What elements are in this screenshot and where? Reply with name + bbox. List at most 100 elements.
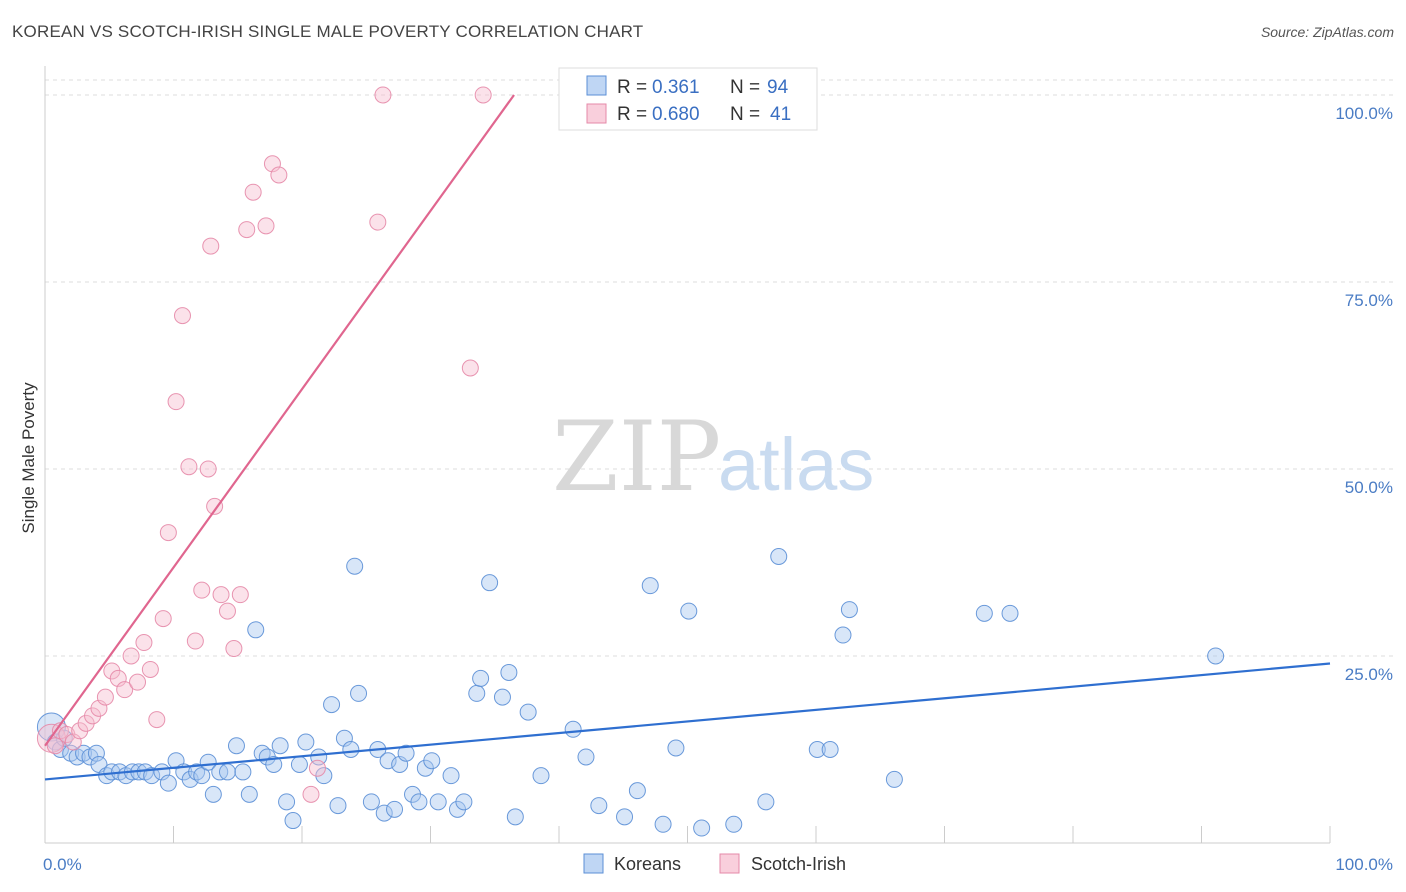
korean-point-78 <box>654 815 672 833</box>
korean-point-47 <box>346 557 364 575</box>
scotch-irish-point-18 <box>154 610 172 628</box>
korean-point-64 <box>468 684 486 702</box>
bottom-legend-swatch-scotch-irish <box>719 853 740 874</box>
x-tick-label-0: 0.0% <box>43 855 82 874</box>
korean-point-17 <box>143 767 161 785</box>
scotch-irish-point-26 <box>202 237 220 255</box>
scotch-irish-point-40 <box>374 86 392 104</box>
korean-point-75 <box>616 808 634 826</box>
scotch-irish-point-36 <box>270 166 288 184</box>
y-tick-labels: 25.0% 50.0% 75.0% 100.0% <box>1335 104 1393 684</box>
legend-r-label-2: R = <box>617 104 647 125</box>
scotch-irish-point-25 <box>199 460 217 478</box>
korean-point-91 <box>1001 604 1019 622</box>
korean-point-59 <box>423 752 441 770</box>
korean-point-32 <box>247 621 265 639</box>
scotch-irish-point-42 <box>474 86 492 104</box>
korean-point-49 <box>362 793 380 811</box>
series-koreans-points <box>36 548 1225 837</box>
scotch-irish-point-9 <box>96 688 114 706</box>
scotch-irish-point-23 <box>186 632 204 650</box>
korean-point-88 <box>840 601 858 619</box>
legend-r-value-1: 0.361 <box>652 77 700 98</box>
korean-point-71 <box>532 767 550 785</box>
y-tick-label-1: 50.0% <box>1345 478 1393 497</box>
korean-point-63 <box>455 793 473 811</box>
legend-box: R = 0.361 N = 94 R = 0.680 N = 41 <box>558 67 818 131</box>
scotch-irish-point-22 <box>180 458 198 476</box>
korean-point-65 <box>472 669 490 687</box>
bottom-legend-label-scotch-irish: Scotch-Irish <box>751 854 846 874</box>
korean-point-19 <box>159 774 177 792</box>
korean-point-26 <box>204 785 222 803</box>
trend-line-scotch-irish <box>44 94 515 747</box>
watermark-zip: ZIP <box>552 401 721 513</box>
legend-n-label-2: N = <box>730 104 760 125</box>
korean-point-87 <box>834 626 852 644</box>
korean-point-29 <box>227 737 245 755</box>
korean-point-8 <box>87 744 105 762</box>
trend-lines <box>44 94 1331 781</box>
korean-point-60 <box>429 793 447 811</box>
korean-point-84 <box>770 548 788 566</box>
korean-point-81 <box>693 819 711 837</box>
korean-point-48 <box>350 684 368 702</box>
scotch-irish-point-34 <box>257 217 275 235</box>
legend-swatch-koreans <box>586 75 607 96</box>
scotch-irish-point-14 <box>129 673 147 691</box>
korean-point-55 <box>397 744 415 762</box>
gridlines <box>45 79 1393 657</box>
korean-point-66 <box>481 574 499 592</box>
scotch-irish-point-30 <box>225 640 243 658</box>
scotch-irish-point-38 <box>308 759 326 777</box>
axes <box>44 66 1331 844</box>
korean-point-51 <box>375 804 393 822</box>
legend-r-value-2: 0.680 <box>652 104 700 125</box>
korean-point-67 <box>493 688 511 706</box>
scotch-irish-point-37 <box>302 785 320 803</box>
korean-point-79 <box>667 739 685 757</box>
korean-point-77 <box>641 577 659 595</box>
scotch-irish-point-1 <box>46 737 64 755</box>
bottom-legend-swatch-koreans <box>583 853 604 874</box>
korean-point-83 <box>757 793 775 811</box>
scotch-irish-point-12 <box>116 681 134 699</box>
scotch-irish-point-39 <box>369 213 387 231</box>
korean-point-82 <box>725 815 743 833</box>
korean-point-90 <box>975 604 993 622</box>
korean-point-40 <box>297 733 315 751</box>
korean-point-35 <box>265 755 283 773</box>
korean-point-46 <box>342 740 360 758</box>
legend-swatch-scotch-irish <box>586 103 607 124</box>
x-tick-label-1: 100.0% <box>1335 855 1393 874</box>
legend-n-value-2: 41 <box>770 104 791 125</box>
scotch-irish-point-15 <box>135 634 153 652</box>
korean-point-80 <box>680 602 698 620</box>
chart-title: KOREAN VS SCOTCH-IRISH SINGLE MALE POVER… <box>12 22 644 41</box>
y-tick-label-2: 75.0% <box>1345 291 1393 310</box>
korean-point-89 <box>885 770 903 788</box>
scotch-irish-point-19 <box>159 524 177 542</box>
korean-point-92 <box>1207 647 1225 665</box>
bottom-legend: Koreans Scotch-Irish <box>583 853 846 874</box>
legend-n-value-1: 94 <box>767 77 789 98</box>
scotch-irish-point-17 <box>148 711 166 729</box>
korean-point-68 <box>500 663 518 681</box>
trend-line-koreans <box>44 662 1331 781</box>
x-tick-labels: 0.0% 100.0% <box>43 855 1393 874</box>
y-axis-label: Single Male Poverty <box>19 382 38 534</box>
korean-point-76 <box>628 782 646 800</box>
scotch-irish-point-28 <box>212 586 230 604</box>
korean-point-39 <box>290 755 308 773</box>
korean-point-31 <box>240 785 258 803</box>
y-tick-label-0: 25.0% <box>1345 665 1393 684</box>
series-scotch-irish-points <box>36 86 492 803</box>
source-credit: Source: ZipAtlas.com <box>1260 24 1394 40</box>
legend-r-label-1: R = <box>617 77 647 98</box>
korean-point-25 <box>199 753 217 771</box>
scotch-irish-point-29 <box>218 602 236 620</box>
watermark: ZIP atlas <box>552 401 874 513</box>
scotch-irish-point-27 <box>206 497 224 515</box>
korean-point-73 <box>577 748 595 766</box>
korean-point-57 <box>410 793 428 811</box>
